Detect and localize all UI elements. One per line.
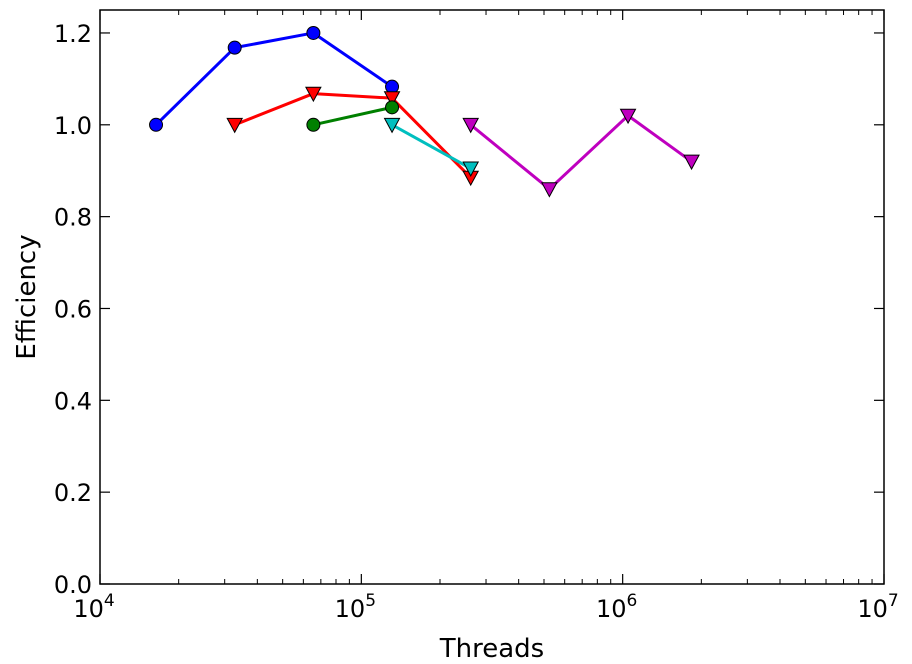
ticks-layer — [99, 10, 885, 585]
data-point — [226, 117, 244, 134]
data-point — [227, 40, 242, 55]
data-point — [385, 100, 400, 115]
y-axis-label: Efficiency — [12, 234, 42, 359]
tick-labels: 0.0 0.2 0.4 0.6 0.8 1.0 1.2 104 105 106 107 — [54, 20, 899, 623]
data-point — [383, 91, 401, 107]
plot-frame — [99, 9, 885, 585]
data-point — [462, 117, 480, 134]
series-4-line — [391, 123, 472, 170]
y-tick-label: 0.8 — [54, 204, 92, 232]
y-tick-label: 0.4 — [54, 387, 92, 415]
series-layer — [149, 25, 700, 198]
series-4 — [383, 117, 480, 177]
x-tick-label: 106 — [596, 591, 637, 623]
series-5-line — [469, 114, 693, 191]
x-tick-label: 104 — [73, 591, 114, 623]
x-tick-label: 105 — [335, 591, 376, 623]
y-tick-label: 1.0 — [54, 112, 92, 140]
y-tick-label: 0.2 — [54, 479, 92, 507]
x-tick-label: 107 — [857, 591, 898, 623]
series-3 — [306, 100, 400, 132]
y-tick-label: 1.2 — [54, 20, 92, 48]
series-3-line — [313, 105, 393, 127]
data-point — [683, 154, 700, 171]
y-tick-label: 0.6 — [54, 295, 92, 323]
data-point — [306, 117, 321, 132]
series-5 — [462, 108, 700, 198]
data-point — [306, 25, 321, 40]
y-tick-label: 0.0 — [54, 571, 92, 599]
series-1-line — [154, 31, 393, 126]
data-point — [541, 182, 558, 198]
data-point — [619, 108, 637, 125]
data-point — [305, 86, 322, 103]
series-2 — [226, 86, 480, 187]
data-point — [462, 161, 480, 177]
series-2-line — [234, 92, 472, 179]
data-point — [385, 79, 400, 94]
series-1 — [149, 25, 400, 132]
x-axis-label: Threads — [439, 634, 544, 664]
data-point — [149, 117, 164, 132]
data-point — [383, 117, 401, 134]
